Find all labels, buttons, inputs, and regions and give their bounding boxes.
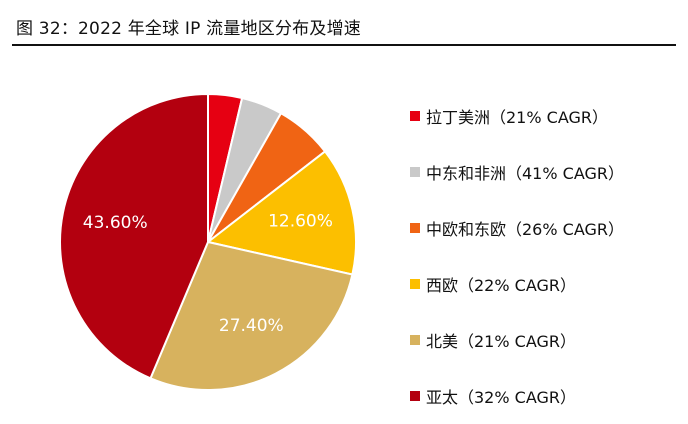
slice-data-label: 43.60% bbox=[83, 213, 148, 233]
legend-item: 西欧（22% CAGR） bbox=[410, 256, 680, 312]
legend-swatch bbox=[410, 167, 420, 177]
pie-chart: 12.60% 27.40% 43.60% bbox=[59, 92, 357, 391]
chart-legend: 拉丁美洲（21% CAGR） 中东和非洲（41% CAGR） 中欧和东欧（26% C… bbox=[410, 88, 680, 424]
legend-item: 中欧和东欧（26% CAGR） bbox=[410, 200, 680, 256]
legend-label: 亚太（32% CAGR） bbox=[426, 388, 577, 407]
pie-slice bbox=[149, 240, 354, 391]
legend-item: 亚太（32% CAGR） bbox=[410, 368, 680, 424]
pie-slice bbox=[59, 92, 209, 380]
legend-label: 中欧和东欧（26% CAGR） bbox=[426, 220, 625, 239]
pie-slice bbox=[205, 149, 357, 276]
legend-item: 中东和非洲（41% CAGR） bbox=[410, 144, 680, 200]
slice-data-label: 27.40% bbox=[219, 316, 284, 336]
legend-label: 中东和非洲（41% CAGR） bbox=[426, 164, 625, 183]
legend-label: 拉丁美洲（21% CAGR） bbox=[426, 108, 609, 127]
legend-swatch bbox=[410, 335, 420, 345]
legend-swatch bbox=[410, 391, 420, 401]
legend-label: 北美（21% CAGR） bbox=[426, 332, 577, 351]
legend-swatch bbox=[410, 223, 420, 233]
legend-item: 拉丁美洲（21% CAGR） bbox=[410, 88, 680, 144]
legend-item: 北美（21% CAGR） bbox=[410, 312, 680, 368]
legend-swatch bbox=[410, 279, 420, 289]
legend-label: 西欧（22% CAGR） bbox=[426, 276, 577, 295]
figure-title: 图 32：2022 年全球 IP 流量地区分布及增速 bbox=[16, 19, 361, 39]
slice-data-label: 12.60% bbox=[268, 212, 333, 232]
legend-swatch bbox=[410, 111, 420, 121]
title-divider bbox=[12, 44, 676, 46]
